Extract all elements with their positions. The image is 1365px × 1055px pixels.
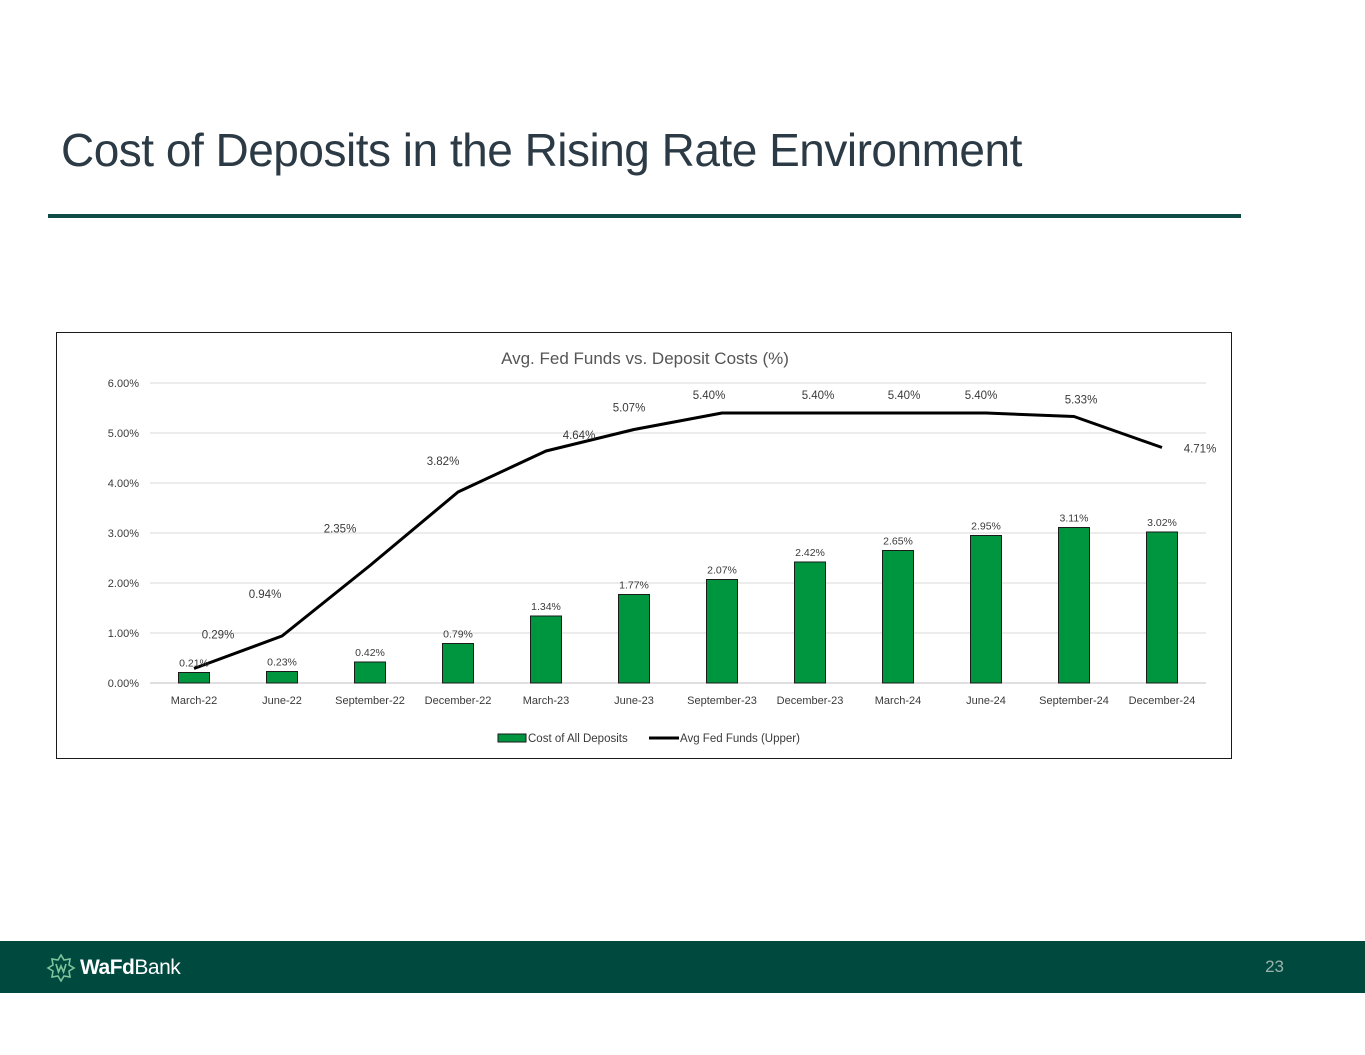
- bar: [354, 661, 386, 684]
- y-tick-label: 5.00%: [108, 428, 139, 440]
- line-series: [193, 411, 1163, 670]
- bar: [178, 672, 210, 684]
- x-tick-label: December-24: [1129, 695, 1196, 707]
- line-data-label: 0.29%: [202, 630, 235, 642]
- line-data-label: 5.33%: [1065, 395, 1098, 407]
- y-tick-label: 3.00%: [108, 528, 139, 540]
- x-tick-label: March-22: [171, 695, 217, 707]
- bar: [1058, 527, 1090, 684]
- legend-swatch-deposits: [497, 733, 527, 743]
- line-data-label: 2.35%: [324, 524, 357, 536]
- x-tick-label: June-23: [614, 695, 654, 707]
- y-tick-label: 6.00%: [108, 378, 139, 390]
- line-data-label: 4.64%: [563, 430, 596, 442]
- line-data-label: 5.40%: [802, 390, 835, 402]
- y-tick-label: 4.00%: [108, 478, 139, 490]
- data-labels: 0.21% 0.23% 0.42% 0.79% 1.34% 1.77% 2.07% 2.42%…: [179, 390, 1216, 670]
- bar: [706, 579, 738, 684]
- chart-container: Avg. Fed Funds vs. Deposit Costs (%) 0.0…: [56, 332, 1232, 759]
- bar: [442, 643, 474, 684]
- bar: [530, 615, 562, 684]
- line-data-label: 5.40%: [693, 390, 726, 402]
- page-number: 23: [1265, 957, 1284, 976]
- x-tick-label: March-24: [875, 695, 921, 707]
- logo-wordmark-regular: Bank: [134, 956, 181, 979]
- bar-data-label: 3.02%: [1147, 517, 1177, 529]
- wafd-logo: WaFd Bank: [46, 953, 181, 983]
- line-data-label: 0.94%: [249, 589, 282, 601]
- bar: [794, 561, 826, 684]
- bar-data-label: 0.23%: [267, 657, 297, 669]
- slide-title: Cost of Deposits in the Rising Rate Envi…: [61, 124, 1022, 176]
- logo-wordmark-bold: WaFd: [80, 956, 135, 979]
- line-data-label: 3.82%: [427, 456, 460, 468]
- bar-data-label: 2.07%: [707, 565, 737, 577]
- fed-funds-line: [193, 411, 1163, 670]
- x-tick-label: June-24: [966, 695, 1006, 707]
- title-divider: [48, 214, 1241, 218]
- bar: [1146, 531, 1178, 684]
- bar-data-label: 1.34%: [531, 601, 561, 613]
- bar-data-label: 0.79%: [443, 629, 473, 641]
- x-tick-label: March-23: [523, 695, 569, 707]
- bar-data-label: 2.65%: [883, 536, 913, 548]
- y-tick-label: 1.00%: [108, 628, 139, 640]
- x-tick-label: September-22: [335, 695, 405, 707]
- x-axis-ticks: March-22 June-22 September-22 December-22 Ma…: [171, 695, 1196, 707]
- x-tick-label: June-22: [262, 695, 302, 707]
- bar-data-label: 3.11%: [1060, 513, 1089, 525]
- bar-series: [178, 527, 1178, 684]
- bar: [882, 550, 914, 684]
- bar-data-label: 2.95%: [971, 521, 1001, 533]
- deposit-cost-chart: Avg. Fed Funds vs. Deposit Costs (%) 0.0…: [108, 349, 1217, 745]
- chart-title: Avg. Fed Funds vs. Deposit Costs (%): [501, 349, 789, 368]
- wafd-emblem-icon: [46, 953, 76, 983]
- line-data-label: 5.07%: [613, 403, 646, 415]
- chart-legend: Cost of All Deposits Avg Fed Funds (Uppe…: [497, 733, 800, 745]
- bar-data-label: 2.42%: [795, 547, 825, 559]
- line-data-label: 5.40%: [965, 390, 998, 402]
- legend-label-deposits: Cost of All Deposits: [528, 733, 628, 745]
- x-tick-label: September-23: [687, 695, 757, 707]
- bar: [618, 594, 650, 684]
- bar: [970, 535, 1002, 684]
- bar-data-label: 1.77%: [619, 580, 649, 592]
- y-tick-label: 2.00%: [108, 578, 139, 590]
- x-tick-label: December-22: [425, 695, 492, 707]
- y-axis-ticks: 0.00% 1.00% 2.00% 3.00% 4.00% 5.00% 6.00%: [108, 378, 139, 690]
- line-data-label: 5.40%: [888, 390, 921, 402]
- y-tick-label: 0.00%: [108, 678, 139, 690]
- bar-data-label: 0.21%: [179, 658, 209, 670]
- bar-data-label: 0.42%: [355, 647, 385, 659]
- gridlines: [150, 382, 1206, 684]
- bar: [266, 671, 298, 684]
- x-tick-label: September-24: [1039, 695, 1109, 707]
- footer-bar: WaFd Bank 23: [0, 941, 1365, 993]
- legend-label-fed-funds: Avg Fed Funds (Upper): [680, 733, 800, 745]
- line-data-label: 4.71%: [1184, 444, 1217, 456]
- x-tick-label: December-23: [777, 695, 844, 707]
